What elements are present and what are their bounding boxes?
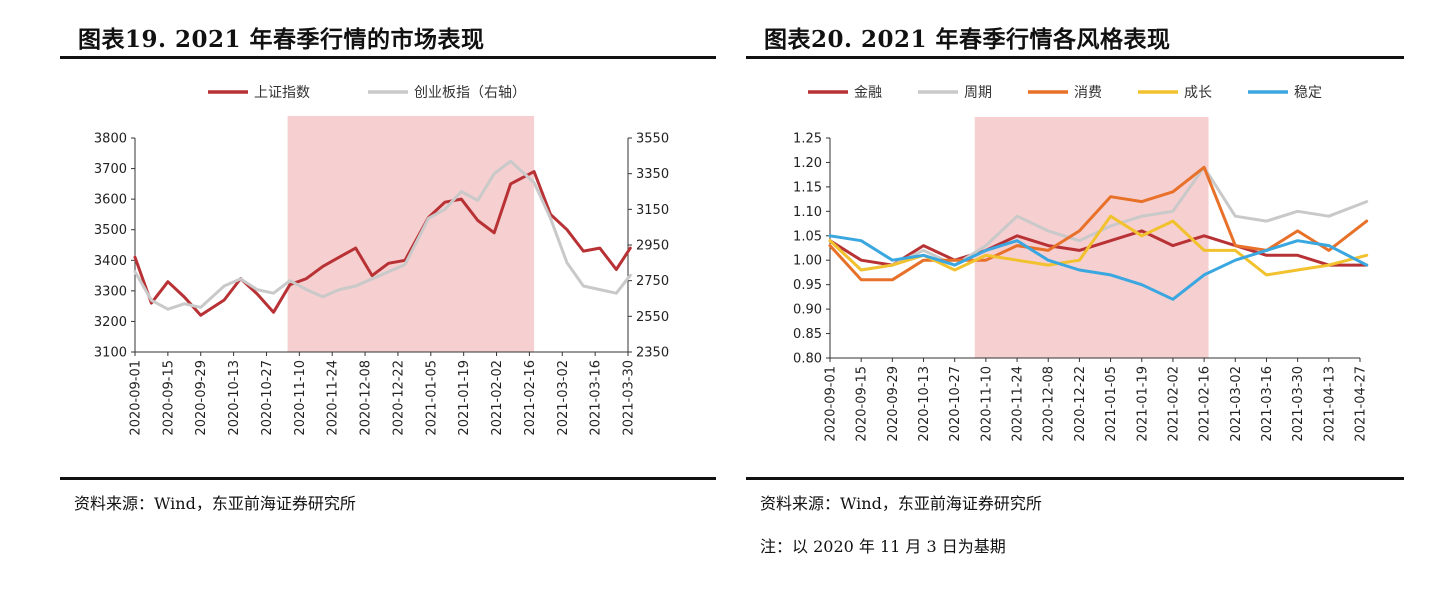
right-bottom-rule <box>746 477 1404 480</box>
y-tick-label: 3700 <box>94 162 127 177</box>
x-tick-label: 2020-11-10 <box>293 360 308 436</box>
left-source-text: 资料来源：Wind，东亚前海证券研究所 <box>74 494 356 513</box>
y-tick-label: 3300 <box>94 284 127 299</box>
y-right-tick-label: 3550 <box>636 132 669 147</box>
y-tick-label: 3500 <box>94 223 127 238</box>
x-tick-label: 2021-02-16 <box>523 360 538 436</box>
legend-label: 周期 <box>964 85 992 101</box>
x-tick-label: 2020-09-15 <box>855 366 870 442</box>
x-tick-label: 2021-02-02 <box>1166 366 1181 442</box>
x-tick-label: 2021-03-02 <box>556 360 571 436</box>
right-figure: 图表20. 2021 年春季行情各风格表现 0.80 0.85 0.90 0.95 1.… <box>746 0 1404 600</box>
right-chart: 0.80 0.85 0.90 0.95 1.00 1.05 1.10 1.15 1.20 1.25… <box>793 85 1369 442</box>
x-tick-label: 2021-01-05 <box>424 360 439 436</box>
left-chart: 3100 3200 3300 3400 3500 3600 3700 3800 2350 2550… <box>94 85 669 436</box>
x-tick-label: 2021-03-16 <box>589 360 604 436</box>
series-line-1 <box>133 170 632 317</box>
y-right-tick-label: 2950 <box>636 239 669 254</box>
y-tick-label: 0.85 <box>793 327 822 342</box>
x-tick-label: 2021-02-16 <box>1198 366 1213 442</box>
y-tick-label: 3400 <box>94 254 127 269</box>
x-tick-label: 2020-10-27 <box>948 366 963 442</box>
x-tick-label: 2020-09-15 <box>161 360 176 436</box>
x-tick-label: 2020-09-29 <box>194 360 209 436</box>
legend-label: 上证指数 <box>254 85 310 101</box>
x-tick-label: 2020-12-22 <box>1073 366 1088 442</box>
x-tick-label: 2021-04-27 <box>1354 366 1369 442</box>
x-tick-label: 2021-03-02 <box>1229 366 1244 442</box>
shaded-period <box>287 116 535 352</box>
y-tick-label: 3200 <box>94 315 127 330</box>
series-line-5 <box>828 234 1369 301</box>
x-tick-label: 2021-03-16 <box>1260 366 1275 442</box>
x-tick-label: 2020-09-01 <box>129 360 144 436</box>
x-tick-label: 2021-03-30 <box>1291 366 1306 442</box>
legend-label: 成长 <box>1184 85 1212 101</box>
right-figure-title: 图表20. 2021 年春季行情各风格表现 <box>764 26 1171 53</box>
left-title-rule <box>60 56 716 59</box>
y-tick-label: 0.95 <box>793 278 822 293</box>
x-tick-label: 2021-02-02 <box>490 360 505 436</box>
left-figure: 图表19. 2021 年春季行情的市场表现 3100 3200 3300 3400 35… <box>60 0 716 600</box>
x-tick-label: 2020-10-13 <box>227 360 242 436</box>
y-tick-label: 1.00 <box>793 254 822 269</box>
left-bottom-rule <box>60 477 716 480</box>
x-tick-label: 2021-04-13 <box>1322 366 1337 442</box>
y-right-tick-label: 2750 <box>636 274 669 289</box>
x-tick-label: 2020-11-24 <box>1011 366 1026 442</box>
x-tick-label: 2020-10-27 <box>260 360 275 436</box>
right-title-rule <box>746 56 1404 59</box>
y-right-tick-label: 2350 <box>636 346 669 361</box>
y-right-tick-label: 3150 <box>636 203 669 218</box>
legend-label: 消费 <box>1074 85 1102 101</box>
series-line-2 <box>828 165 1369 272</box>
y-tick-label: 3600 <box>94 193 127 208</box>
x-tick-label: 2021-03-30 <box>622 360 637 436</box>
right-source-text: 资料来源：Wind，东亚前海证券研究所 <box>760 494 1042 513</box>
y-tick-label: 0.90 <box>793 303 822 318</box>
left-figure-title: 图表19. 2021 年春季行情的市场表现 <box>78 26 485 53</box>
shaded-period <box>974 117 1209 358</box>
y-tick-label: 3800 <box>94 132 127 147</box>
x-tick-label: 2020-09-29 <box>886 366 901 442</box>
x-tick-label: 2021-01-05 <box>1104 366 1119 442</box>
x-tick-label: 2020-11-10 <box>979 366 994 442</box>
y-tick-label: 1.10 <box>793 205 822 220</box>
y-right-tick-label: 3350 <box>636 167 669 182</box>
legend-label: 金融 <box>854 85 882 101</box>
x-tick-label: 2021-01-19 <box>457 360 472 436</box>
y-tick-label: 3100 <box>94 346 127 361</box>
x-tick-label: 2020-09-01 <box>824 366 839 442</box>
y-tick-label: 1.05 <box>793 229 822 244</box>
x-tick-label: 2020-10-13 <box>917 366 932 442</box>
y-tick-label: 0.80 <box>793 352 822 367</box>
legend-label: 创业板指（右轴） <box>414 85 526 101</box>
x-tick-label: 2020-12-08 <box>359 360 374 436</box>
x-tick-label: 2021-01-19 <box>1135 366 1150 442</box>
y-tick-label: 1.20 <box>793 156 822 171</box>
series-line-2 <box>133 159 632 311</box>
series-line-3 <box>828 165 1369 282</box>
right-note-text: 注：以 2020 年 11 月 3 日为基期 <box>760 537 1006 556</box>
x-tick-label: 2020-11-24 <box>326 360 341 436</box>
x-tick-label: 2020-12-08 <box>1042 366 1057 442</box>
y-tick-label: 1.25 <box>793 132 822 147</box>
x-tick-label: 2020-12-22 <box>391 360 406 436</box>
series-line-1 <box>828 229 1369 267</box>
y-tick-label: 1.15 <box>793 180 822 195</box>
y-right-tick-label: 2550 <box>636 310 669 325</box>
legend-label: 稳定 <box>1294 85 1322 101</box>
